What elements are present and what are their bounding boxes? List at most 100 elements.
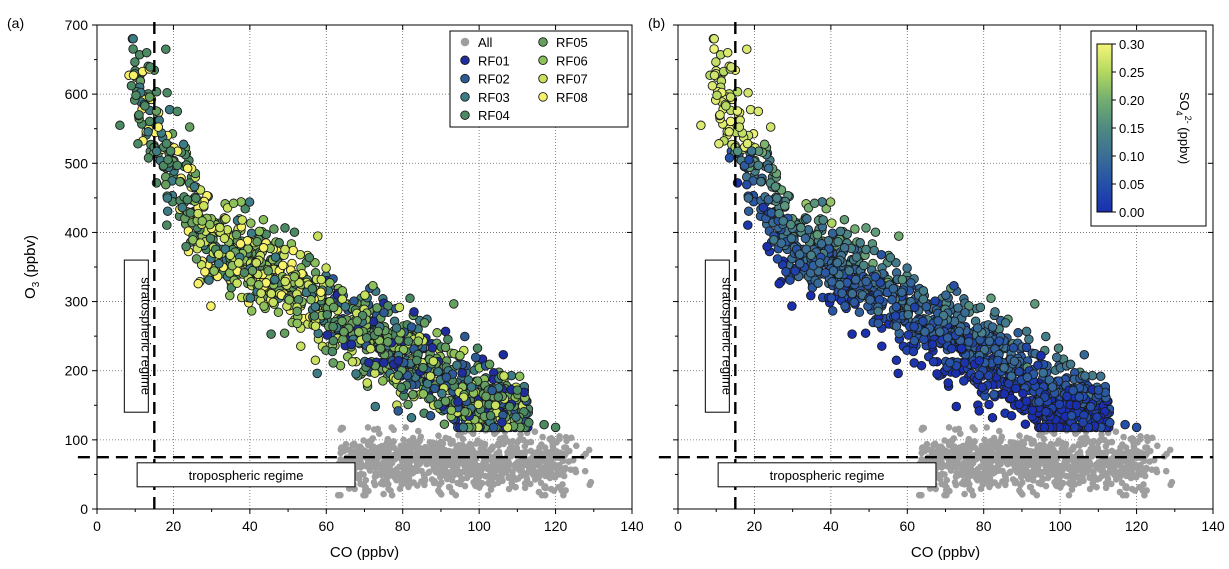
point-all	[1006, 469, 1013, 477]
point-all	[338, 424, 345, 432]
point-rf06	[514, 371, 525, 382]
point-all	[945, 424, 953, 431]
point-all	[1007, 439, 1015, 446]
point-rf05	[375, 343, 386, 354]
point-so4	[887, 295, 897, 305]
point-all	[416, 438, 423, 445]
point-all	[389, 468, 397, 475]
panel-label: (a)	[7, 15, 24, 31]
point-all	[472, 440, 480, 447]
point-rf08	[278, 260, 288, 271]
point-all	[459, 435, 467, 443]
point-all	[406, 438, 413, 445]
point-rf06	[446, 405, 457, 416]
point-rf07	[280, 244, 290, 255]
point-all	[356, 443, 364, 451]
legend-label-rf07: RF07	[556, 72, 588, 87]
point-rf06	[246, 306, 257, 316]
point-all	[918, 445, 926, 452]
point-so4	[909, 358, 919, 368]
point-all	[541, 464, 548, 471]
point-all	[342, 440, 350, 448]
point-all	[1023, 470, 1030, 477]
point-all	[452, 491, 460, 499]
point-all	[1117, 444, 1124, 451]
point-so4	[795, 258, 805, 269]
x-tick-label: 140	[1201, 518, 1225, 534]
point-so4	[943, 378, 953, 388]
point-so4	[833, 236, 843, 247]
point-all	[1122, 483, 1130, 490]
point-rf07	[268, 297, 278, 308]
point-rf07	[213, 249, 224, 260]
point-rf04	[143, 153, 154, 163]
point-so4	[942, 333, 953, 343]
colorbar-tick-label: 0.30	[1119, 37, 1144, 52]
point-rf04	[181, 241, 191, 252]
point-all	[355, 451, 362, 459]
y-tick-label: 100	[65, 432, 89, 448]
point-rf06	[273, 307, 284, 318]
legend-marker-rf06	[538, 55, 548, 66]
point-so4	[945, 357, 955, 368]
point-so4	[763, 194, 774, 205]
point-all	[403, 461, 411, 469]
point-all	[396, 463, 403, 471]
point-so4	[758, 202, 769, 213]
point-rf07	[225, 250, 235, 261]
point-all	[556, 449, 564, 457]
point-all	[1087, 445, 1094, 453]
point-rf04	[309, 311, 320, 321]
point-all	[1102, 484, 1110, 492]
point-all	[446, 484, 454, 491]
point-so4	[711, 57, 721, 67]
point-rf05	[191, 254, 202, 264]
point-all	[915, 491, 923, 499]
point-all	[573, 442, 580, 450]
point-rf06	[455, 350, 465, 361]
point-rf07	[365, 343, 376, 354]
point-all	[956, 444, 963, 451]
point-so4	[1078, 417, 1088, 428]
point-so4	[762, 241, 772, 252]
point-all	[556, 433, 563, 440]
point-all	[471, 481, 479, 489]
point-so4	[1071, 400, 1082, 411]
point-all	[1154, 442, 1161, 450]
point-rf05	[484, 359, 495, 370]
point-so4	[986, 293, 996, 304]
point-all	[981, 436, 988, 444]
point-all	[996, 427, 1003, 435]
point-so4	[909, 321, 919, 332]
point-all	[1016, 432, 1023, 440]
point-rf06	[209, 266, 219, 276]
point-rf05	[263, 266, 273, 276]
point-all	[523, 439, 531, 446]
point-so4	[759, 139, 770, 150]
point-all	[1118, 471, 1125, 479]
point-so4	[855, 238, 865, 248]
point-all	[416, 446, 423, 454]
point-so4	[709, 34, 719, 44]
point-rf06	[368, 280, 378, 291]
point-so4	[785, 275, 795, 285]
point-all	[1137, 449, 1145, 457]
point-rf07	[321, 263, 331, 273]
point-all	[1037, 445, 1044, 453]
point-rf04	[162, 220, 172, 230]
stratospheric-label-box	[704, 259, 730, 413]
point-rf07	[193, 208, 203, 219]
point-so4	[1039, 422, 1050, 433]
legend-marker-rf01	[460, 55, 470, 66]
point-so4	[794, 249, 805, 260]
point-all	[1016, 487, 1023, 494]
point-all	[517, 431, 524, 438]
point-all	[1080, 434, 1087, 442]
point-rf03	[177, 202, 188, 213]
point-all	[547, 485, 555, 493]
point-rf08	[258, 243, 269, 253]
point-all	[1081, 440, 1088, 448]
colorbar-tick-label: 0.05	[1119, 177, 1144, 192]
point-all	[987, 438, 994, 445]
point-so4	[1066, 410, 1077, 421]
